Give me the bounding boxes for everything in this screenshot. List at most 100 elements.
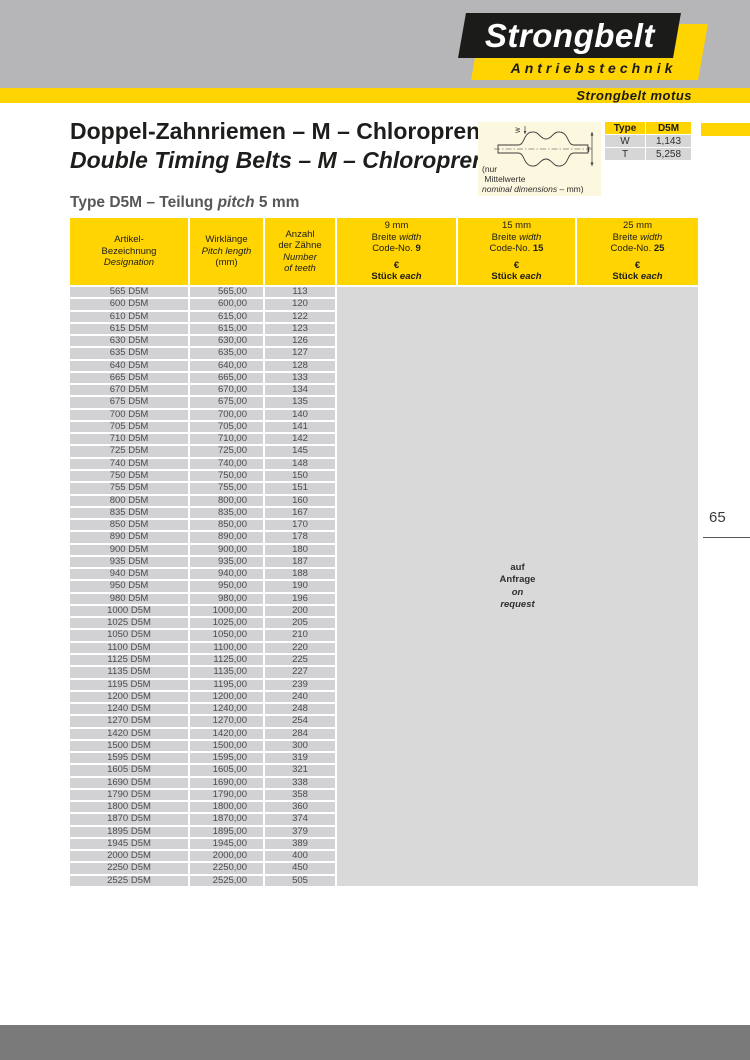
table-cell: 167 — [265, 507, 335, 519]
table-cell: 1000 D5M — [70, 605, 188, 617]
table-cell: 135 — [265, 397, 335, 408]
table-cell: 1025,00 — [190, 618, 263, 629]
header-line: Breite width — [492, 232, 542, 244]
tagline-text: Strongbelt motus — [576, 88, 692, 103]
table-cell: 358 — [265, 789, 335, 801]
header-line: der Zähne — [278, 240, 322, 251]
logo-black-shape: Strongbelt — [458, 13, 681, 58]
table-cell: 1240,00 — [190, 704, 263, 715]
table-cell: 1945 D5M — [70, 838, 188, 850]
spec-cell-t-label: T — [605, 148, 645, 160]
header-line: Artikel- — [114, 234, 144, 246]
table-cell: 750,00 — [190, 470, 263, 482]
euro-symbol: € — [393, 259, 400, 271]
column-header-designation: Artikel- Bezeichnung Designation — [70, 218, 188, 285]
table-cell: 319 — [265, 753, 335, 764]
table-cell: 120 — [265, 299, 335, 310]
table-cell: 1800,00 — [190, 802, 263, 813]
table-cell: 1800 D5M — [70, 802, 188, 813]
table-cell: 379 — [265, 826, 335, 837]
price-on-request-panel: auf Anfrage on request — [337, 287, 698, 887]
table-cell: 170 — [265, 520, 335, 531]
table-cell: 1025 D5M — [70, 618, 188, 629]
header-line: Breite width — [372, 232, 422, 244]
table-cell: 151 — [265, 483, 335, 494]
table-cell: 615,00 — [190, 311, 263, 322]
table-cell: 1595,00 — [190, 753, 263, 764]
table-cell: 1895,00 — [190, 826, 263, 837]
table-cell: 740,00 — [190, 458, 263, 469]
price-note-line: Anfrage — [499, 574, 536, 585]
table-cell: 935,00 — [190, 556, 263, 568]
table-cell: 980,00 — [190, 593, 263, 604]
caption-line1: (nur — [482, 163, 498, 174]
table-cell: 1895 D5M — [70, 826, 188, 837]
table-cell: 800,00 — [190, 495, 263, 506]
table-cell: 630 D5M — [70, 336, 188, 347]
table-cell: 128 — [265, 360, 335, 371]
header-line: Code-No. 25 — [611, 243, 665, 255]
caption-line3-italic: nominal dimensions — [482, 183, 558, 194]
euro-symbol: € — [513, 259, 520, 271]
table-cell: 1195,00 — [190, 679, 263, 690]
tagline-bar: Strongbelt motus — [0, 88, 750, 103]
code-word: Code-No. — [610, 243, 652, 255]
spec-cell-w-value: 1,143 — [646, 135, 691, 147]
table-cell: 1240 D5M — [70, 704, 188, 715]
table-cell: 254 — [265, 716, 335, 727]
table-cell: 1050 D5M — [70, 630, 188, 641]
width-word: width — [640, 231, 663, 243]
table-cell: 300 — [265, 740, 335, 752]
spec-header-d5m: D5M — [646, 122, 691, 134]
code-number: 9 — [415, 243, 421, 255]
table-cell: 150 — [265, 470, 335, 482]
table-cell: 1270 D5M — [70, 716, 188, 727]
breite-word: Breite — [491, 231, 517, 243]
table-cell: 900 D5M — [70, 544, 188, 555]
table-cell: 710,00 — [190, 434, 263, 445]
table-cell: 321 — [265, 765, 335, 776]
table-cell: 142 — [265, 434, 335, 445]
table-cell: 1420,00 — [190, 728, 263, 739]
table-cell: 1195 D5M — [70, 679, 188, 690]
table-cell: 635,00 — [190, 348, 263, 359]
table-cell: 374 — [265, 814, 335, 825]
table-cell: 389 — [265, 838, 335, 850]
table-cell: 450 — [265, 863, 335, 874]
table-cell: 1790 D5M — [70, 789, 188, 801]
table-cell: 600,00 — [190, 299, 263, 310]
header-line: Code-No. 9 — [372, 243, 421, 255]
logo-wordmark: Strongbelt — [484, 16, 655, 54]
table-cell: 615,00 — [190, 323, 263, 335]
table-cell: 725,00 — [190, 446, 263, 457]
table-cell: 890,00 — [190, 532, 263, 543]
table-cell: 2525 D5M — [70, 875, 188, 887]
table-cell: 950 D5M — [70, 581, 188, 592]
width-word: width — [399, 231, 422, 243]
table-cell: 850 D5M — [70, 520, 188, 531]
spec-table: Type D5M W 1,143 T 5,258 — [605, 122, 691, 160]
table-cell: 1605 D5M — [70, 765, 188, 776]
spec-cell-t-value: 5,258 — [646, 148, 691, 160]
table-cell: 700,00 — [190, 409, 263, 420]
table-cell: 145 — [265, 446, 335, 457]
header-line: 15 mm — [501, 220, 532, 232]
header-line: Code-No. 15 — [490, 243, 544, 255]
table-cell: 665,00 — [190, 372, 263, 384]
table-cell: 188 — [265, 569, 335, 580]
table-cell: 1135,00 — [190, 667, 263, 678]
table-cell: 205 — [265, 618, 335, 629]
table-cell: 630,00 — [190, 336, 263, 347]
table-cell: 755 D5M — [70, 483, 188, 494]
table-cell: 2000 D5M — [70, 851, 188, 862]
table-cell: 1200,00 — [190, 691, 263, 703]
table-cell: 615 D5M — [70, 323, 188, 335]
belt-table: Artikel- Bezeichnung Designation Wirklän… — [70, 218, 698, 887]
diagram-caption: (nur Mittelwerte nominal dimensions – mm… — [482, 164, 584, 194]
table-cell: 240 — [265, 691, 335, 703]
caption-line3-suffix: – mm) — [557, 183, 584, 194]
table-cell: 133 — [265, 372, 335, 384]
header-line: Stück each — [371, 271, 421, 283]
header-line: Stück each — [612, 271, 662, 283]
table-cell: 640,00 — [190, 360, 263, 371]
